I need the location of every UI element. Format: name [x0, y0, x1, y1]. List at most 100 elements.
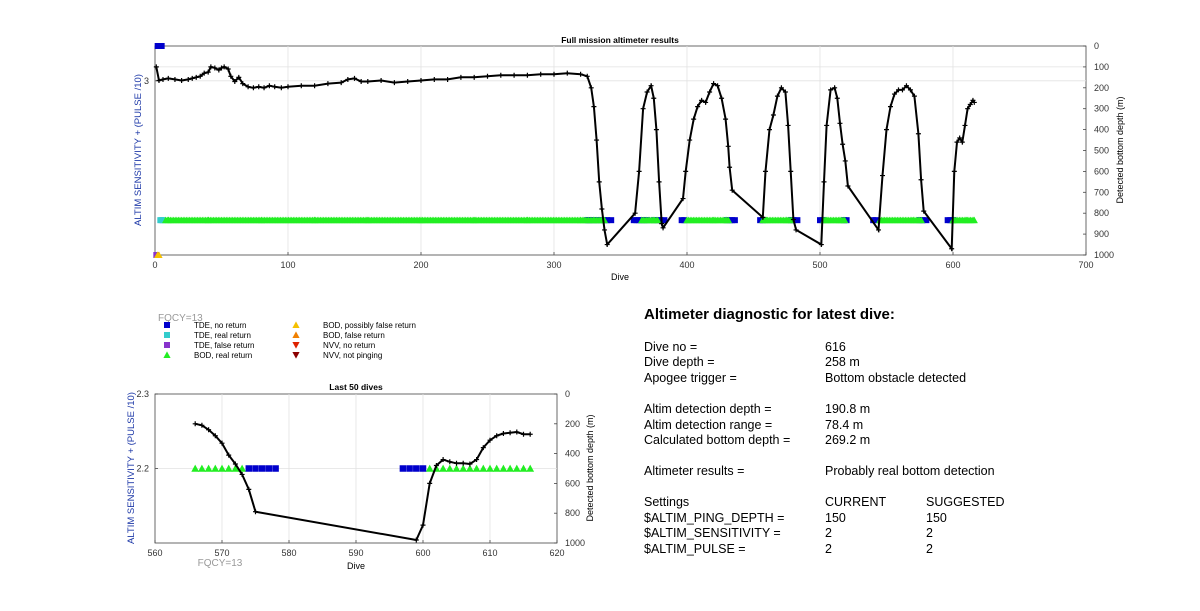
depth-point [165, 75, 171, 81]
depth-point [221, 64, 227, 70]
depth-point [365, 79, 371, 85]
depth-point [793, 227, 799, 233]
depth-point [648, 83, 654, 89]
depth-point [660, 225, 666, 231]
marker-bod-real-return [654, 216, 662, 224]
legend-marker [164, 332, 170, 338]
marker-tde-no-return [413, 465, 420, 472]
top-x-ticks: 0 100 200 300 400 500 600 700 [152, 252, 1094, 270]
marker-bod-real-return [479, 464, 488, 472]
ping-depth-label: $ALTIM_PING_DEPTH = [644, 511, 785, 525]
depth-point [480, 445, 486, 451]
depth-point [208, 64, 214, 70]
marker-bod-real-return [499, 464, 508, 472]
depth-point [828, 87, 834, 93]
x-tick-label: 100 [280, 260, 295, 270]
top-chart: 0 100 200 300 400 500 600 700 3 0 100 200 300 400 50… [133, 35, 1125, 282]
sensitivity-current: 2 [825, 526, 832, 540]
legend-label: BOD, possibly false return [323, 321, 416, 330]
x-tick-label: 500 [812, 260, 827, 270]
y-right-tick-label: 600 [1094, 166, 1109, 176]
depth-point [212, 65, 218, 71]
depth-point [632, 210, 638, 216]
depth-point [770, 112, 776, 118]
depth-point [691, 116, 697, 122]
depth-point [245, 84, 251, 90]
legend-marker [292, 321, 300, 328]
depth-point [656, 179, 662, 185]
y-right-tick-label: 700 [1094, 187, 1109, 197]
depth-point [358, 79, 364, 85]
depth-point [842, 158, 848, 164]
depth-point [962, 122, 968, 128]
depth-point [644, 89, 650, 95]
depth-point [440, 457, 446, 463]
apogee-value: Bottom obstacle detected [825, 371, 967, 385]
depth-point [236, 74, 242, 80]
depth-point [785, 122, 791, 128]
depth-point [226, 452, 232, 458]
depth-point [651, 95, 657, 101]
y-right-tick-label: 100 [1094, 62, 1109, 72]
marker-bod-real-return [472, 464, 481, 472]
x-tick-label: 300 [546, 260, 561, 270]
legend-label: BOD, real return [194, 351, 252, 360]
depth-point [727, 164, 733, 170]
depth-point [500, 430, 506, 436]
legend-label: TDE, no return [194, 321, 246, 330]
x-tick-label: 400 [679, 260, 694, 270]
detect-range-label: Altim detection range = [644, 418, 773, 432]
depth-point [160, 76, 166, 82]
depth-point [640, 106, 646, 112]
marker-tde-no-return [604, 217, 611, 224]
depth-point [699, 97, 705, 103]
depth-point [778, 85, 784, 91]
depth-point [256, 84, 262, 90]
marker-tde-no-return [258, 465, 266, 472]
x-tick-label: 580 [281, 548, 296, 558]
marker-tde-no-return [608, 217, 615, 224]
marker-tde-no-return [661, 217, 668, 224]
depth-point [433, 463, 439, 469]
depth-point [278, 85, 284, 91]
depth-point [253, 509, 258, 515]
depth-point [653, 127, 659, 133]
depth-point [156, 77, 162, 83]
depth-point [907, 87, 913, 93]
depth-point [246, 486, 252, 492]
depth-point [232, 79, 238, 85]
marker-bod-real-return [519, 464, 528, 472]
depth-point [725, 143, 731, 149]
depth-point [921, 208, 927, 214]
depth-point [584, 73, 590, 79]
y-right-tick-label: 400 [565, 449, 580, 459]
bottom-fqcy-label: FQCY=13 [198, 558, 243, 569]
depth-point [261, 85, 267, 91]
bottom-y-axis-label-left: ALTIM SENSITIVITY + (PULSE /10) [126, 392, 137, 544]
depth-point [760, 214, 766, 220]
depth-point [498, 72, 504, 78]
y-right-tick-label: 200 [1094, 83, 1109, 93]
depth-point [887, 104, 893, 110]
marker-tde-no-return [272, 465, 279, 472]
legend-marker [164, 342, 170, 348]
depth-point [266, 83, 272, 89]
depth-point [715, 83, 721, 89]
sensitivity-label: $ALTIM_SENSITIVITY = [644, 526, 781, 540]
depth-point [683, 168, 689, 174]
depth-point [845, 183, 851, 189]
depth-point [899, 87, 905, 93]
legend-marker [292, 352, 300, 359]
dive-no-label: Dive no = [644, 340, 698, 354]
y-right-tick-label: 800 [565, 508, 580, 518]
depth-point [474, 457, 480, 463]
depth-point [774, 93, 780, 99]
marker-bod-real-return [724, 216, 733, 224]
dive-no-value: 616 [825, 340, 846, 354]
top-x-axis-label: Dive [611, 272, 629, 282]
legend-label: BOD, false return [323, 331, 385, 340]
depth-point [511, 72, 517, 78]
depth-point [834, 95, 840, 101]
depth-point [521, 431, 526, 437]
depth-point [225, 66, 231, 72]
